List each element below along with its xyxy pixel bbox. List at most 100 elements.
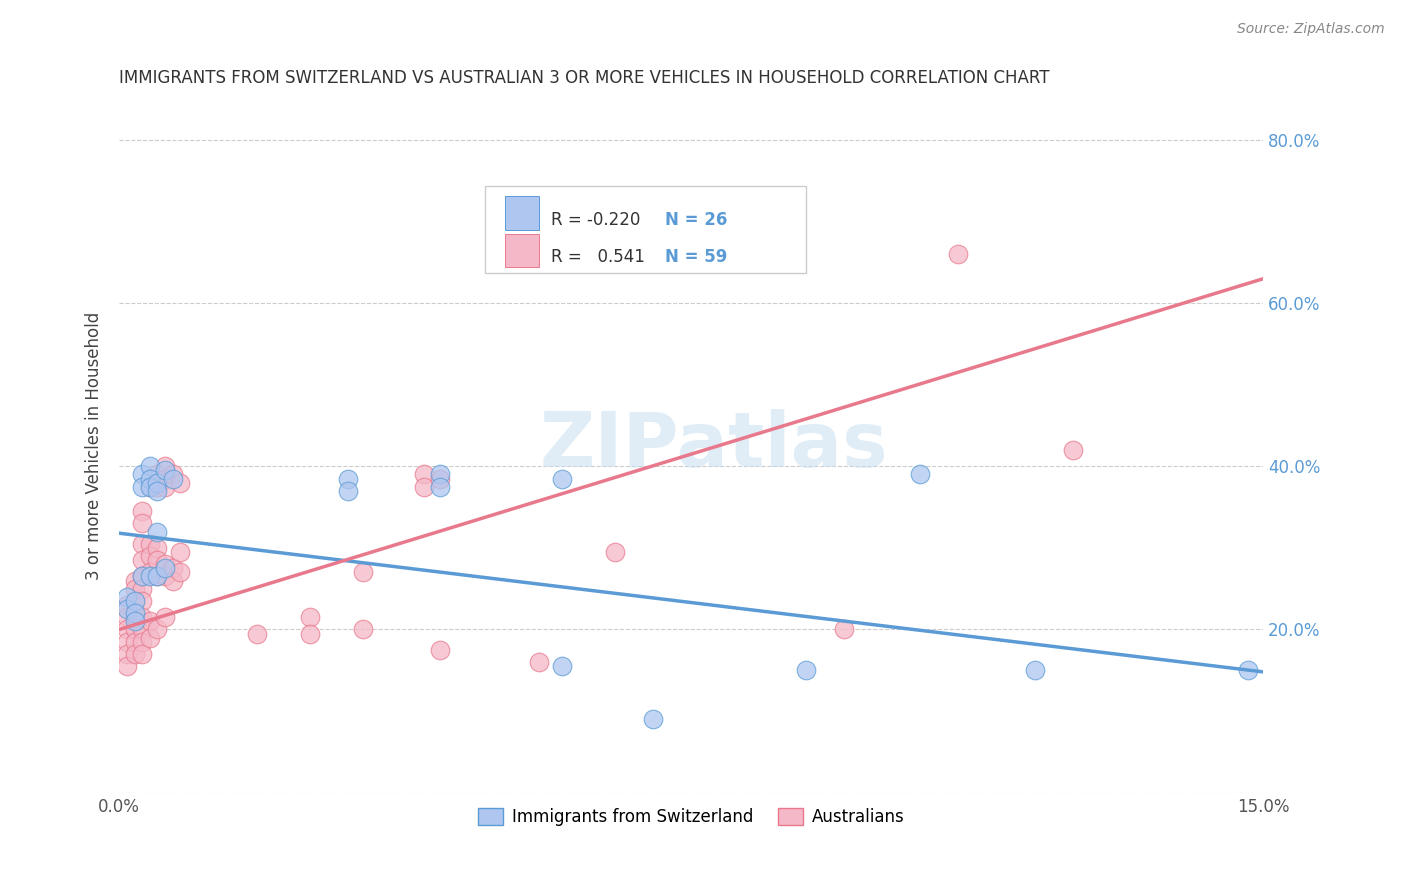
Point <box>115 598 138 612</box>
Point <box>352 566 374 580</box>
Point <box>169 566 191 580</box>
Point <box>527 655 550 669</box>
Point <box>131 569 153 583</box>
Point <box>131 480 153 494</box>
Point <box>298 626 321 640</box>
Text: IMMIGRANTS FROM SWITZERLAND VS AUSTRALIAN 3 OR MORE VEHICLES IN HOUSEHOLD CORREL: IMMIGRANTS FROM SWITZERLAND VS AUSTRALIA… <box>120 69 1050 87</box>
Point <box>139 480 162 494</box>
Point <box>131 504 153 518</box>
Point <box>153 558 176 572</box>
Point <box>337 483 360 498</box>
Point <box>756 247 779 261</box>
Point <box>681 206 703 220</box>
Point <box>908 467 931 482</box>
Point <box>131 467 153 482</box>
Point <box>139 471 162 485</box>
Point <box>139 566 162 580</box>
Point <box>550 471 572 485</box>
Point <box>131 594 153 608</box>
Point <box>948 247 970 261</box>
Point <box>131 569 153 583</box>
Point <box>146 541 169 555</box>
Point <box>1024 663 1046 677</box>
Point <box>794 663 817 677</box>
Point <box>131 553 153 567</box>
Point <box>153 471 176 485</box>
Point <box>146 569 169 583</box>
Point <box>115 602 138 616</box>
Point <box>1237 663 1260 677</box>
Point <box>139 480 162 494</box>
Point <box>124 606 146 620</box>
Point <box>131 623 153 637</box>
Point <box>643 712 665 726</box>
Point <box>124 574 146 588</box>
Point <box>124 634 146 648</box>
Point <box>429 643 451 657</box>
Point <box>115 659 138 673</box>
Point <box>146 553 169 567</box>
Point <box>245 626 267 640</box>
Point <box>1062 442 1084 457</box>
Point <box>124 594 146 608</box>
Point <box>139 569 162 583</box>
Point <box>162 471 184 485</box>
Point <box>352 623 374 637</box>
Point <box>169 475 191 490</box>
Point <box>115 623 138 637</box>
Point <box>153 459 176 474</box>
Point <box>115 590 138 604</box>
Point <box>429 471 451 485</box>
Point <box>124 615 146 629</box>
Point <box>550 659 572 673</box>
Bar <box>505 234 538 267</box>
Point <box>146 569 169 583</box>
Text: R = -0.220: R = -0.220 <box>551 211 640 228</box>
Point <box>124 647 146 661</box>
Point <box>169 545 191 559</box>
Point <box>153 480 176 494</box>
Point <box>153 463 176 477</box>
Point <box>124 594 146 608</box>
Point <box>153 561 176 575</box>
Point <box>146 467 169 482</box>
Legend: Immigrants from Switzerland, Australians: Immigrants from Switzerland, Australians <box>472 801 911 833</box>
Text: N = 59: N = 59 <box>665 248 727 266</box>
Point <box>146 483 169 498</box>
Text: Source: ZipAtlas.com: Source: ZipAtlas.com <box>1237 22 1385 37</box>
Point <box>146 475 169 490</box>
Text: R =   0.541: R = 0.541 <box>551 248 644 266</box>
Point <box>337 471 360 485</box>
Point <box>139 631 162 645</box>
Point <box>131 537 153 551</box>
Bar <box>505 196 538 229</box>
Text: ZIPatlas: ZIPatlas <box>540 409 889 483</box>
Y-axis label: 3 or more Vehicles in Household: 3 or more Vehicles in Household <box>86 312 103 580</box>
FancyBboxPatch shape <box>485 186 806 273</box>
Point <box>131 634 153 648</box>
Point <box>131 647 153 661</box>
Point <box>429 480 451 494</box>
Point <box>124 623 146 637</box>
Point <box>162 574 184 588</box>
Point <box>429 467 451 482</box>
Point <box>115 634 138 648</box>
Point <box>131 610 153 624</box>
Point <box>139 549 162 563</box>
Point <box>162 561 184 575</box>
Point <box>124 610 146 624</box>
Point <box>115 647 138 661</box>
Point <box>146 623 169 637</box>
Point <box>153 610 176 624</box>
Point <box>124 582 146 596</box>
Point <box>162 467 184 482</box>
Point <box>131 582 153 596</box>
Point <box>413 480 436 494</box>
Point <box>115 610 138 624</box>
Point <box>146 480 169 494</box>
Text: N = 26: N = 26 <box>665 211 727 228</box>
Point <box>131 516 153 531</box>
Point <box>603 545 626 559</box>
Point <box>153 569 176 583</box>
Point <box>139 615 162 629</box>
